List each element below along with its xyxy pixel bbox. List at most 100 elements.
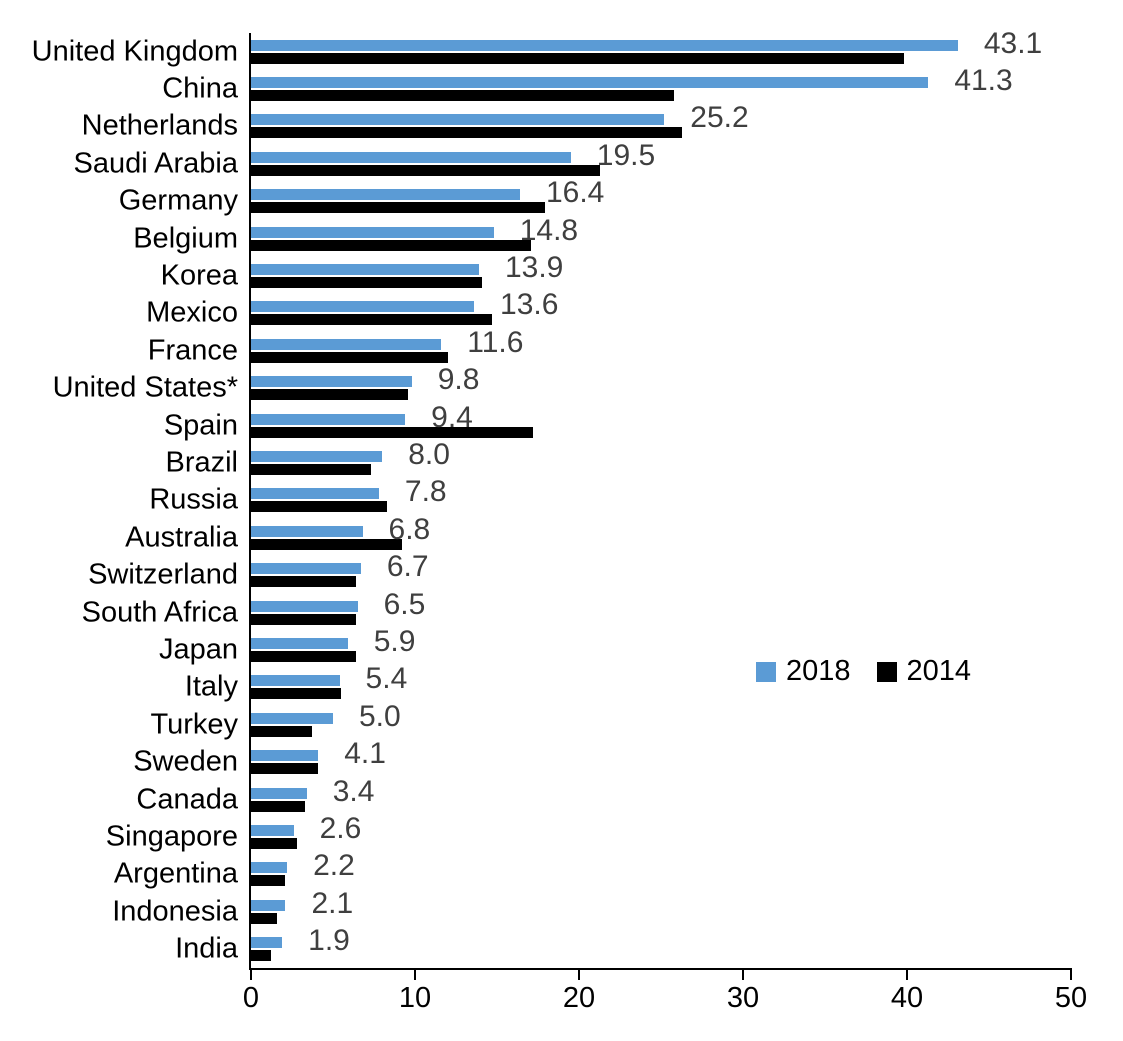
bar-2014 [251,688,342,700]
bar-track: 16.4 [251,176,1071,220]
legend: 2018 2014 [756,655,971,688]
category-label: Mexico [146,296,238,329]
category-label: Spain [163,409,238,442]
chart-row: France 11.6 [0,326,1071,369]
chart-row: Argentina 2.2 [0,849,1071,893]
chart-row: Japan 5.9 [0,625,1071,668]
bar-2018 [251,525,363,537]
category-label: Indonesia [112,895,238,928]
bar-track: 2.2 [251,849,1071,893]
chart-row: Indonesia 2.1 [0,887,1071,930]
value-label: 16.4 [545,176,605,210]
bar-track: 5.0 [251,700,1071,743]
chart-row: United Kingdom 43.1 [0,27,1071,70]
value-label: 2.2 [313,849,355,883]
category-label: India [175,932,238,965]
bar-2014 [251,501,388,513]
category-label: United Kingdom [31,35,238,68]
category-label: Australia [125,521,238,554]
chart-row: Russia 7.8 [0,475,1071,519]
value-label: 5.4 [365,662,408,696]
bar-2018 [251,376,412,388]
category-label: South Africa [81,596,238,629]
bar-2018 [251,77,929,89]
value-label: 4.1 [344,737,386,771]
bar-2014 [251,277,483,289]
chart-row: Belgium 14.8 [0,214,1071,257]
bar-2014 [251,837,297,849]
bar-2018 [251,450,383,462]
bar-2018 [251,264,479,276]
bar-track: 6.7 [251,550,1071,593]
chart-row: Spain 9.4 [0,401,1071,444]
bar-2018 [251,899,286,911]
bar-2014 [251,725,312,737]
category-label: Belgium [133,222,238,255]
chart-row: Germany 16.4 [0,176,1071,220]
category-label: China [162,72,238,105]
bar-track: 13.9 [251,251,1071,294]
bar-2018 [251,824,294,836]
chart-row: United States* 9.8 [0,363,1071,407]
chart-row: Mexico 13.6 [0,288,1071,332]
bar-track: 43.1 [251,27,1071,70]
x-tick-mark [1070,968,1072,980]
legend-label: 2014 [906,655,972,687]
bar-track: 14.8 [251,214,1071,257]
bar-track: 11.6 [251,326,1071,369]
category-label: Singapore [105,820,238,853]
value-label: 5.0 [359,699,401,733]
category-label: United States* [52,371,238,404]
bar-2014 [251,314,493,326]
bar-2014 [251,52,904,64]
chart-row: Brazil 8.0 [0,438,1071,481]
category-label: Netherlands [81,109,238,142]
bar-track: 5.4 [251,662,1071,706]
chart-row: Netherlands 25.2 [0,101,1071,145]
bar-track: 2.1 [251,887,1071,930]
value-label: 9.8 [437,363,480,397]
bar-track: 4.1 [251,737,1071,780]
bar-2018 [251,39,958,51]
category-label: Germany [118,184,238,217]
value-label: 7.8 [404,475,447,509]
value-label: 14.8 [519,213,579,247]
bar-2018 [251,301,475,313]
category-label: Sweden [133,745,238,778]
chart-row: China 41.3 [0,64,1071,107]
category-label: Russia [149,483,238,516]
bar-2018 [251,637,348,649]
chart-row: Turkey 5.0 [0,700,1071,743]
category-label: Switzerland [88,558,238,591]
bar-2014 [251,613,356,625]
x-tick-mark [742,968,744,980]
bar-2018 [251,189,520,201]
axis-frame [249,33,1071,970]
value-label: 13.9 [504,251,564,285]
x-tick-mark [906,968,908,980]
bar-2018 [251,787,307,799]
value-label: 8.0 [408,437,450,471]
bar-2014 [251,912,278,924]
value-label: 13.6 [500,288,559,322]
bar-track: 25.2 [251,101,1071,145]
bar-2018 [251,563,361,575]
bar-track: 2.6 [251,812,1071,855]
chart-row: Sweden 4.1 [0,737,1071,780]
chart-row: Switzerland 6.7 [0,550,1071,593]
chart-row: Korea 13.9 [0,251,1071,294]
bar-2014 [251,463,371,475]
bar-track: 6.8 [251,513,1071,556]
chart-row: Italy 5.4 [0,662,1071,706]
category-label: Canada [136,783,238,815]
bar-2014 [251,763,319,775]
bar-2018 [251,862,288,874]
bar-2018 [251,226,494,238]
value-label: 9.4 [431,400,473,434]
value-label: 5.9 [373,624,416,658]
bar-2014 [251,650,356,662]
category-label: Argentina [113,857,238,890]
value-label: 6.7 [386,550,429,584]
value-label: 11.6 [467,325,524,359]
chart-row: Australia 6.8 [0,513,1071,556]
